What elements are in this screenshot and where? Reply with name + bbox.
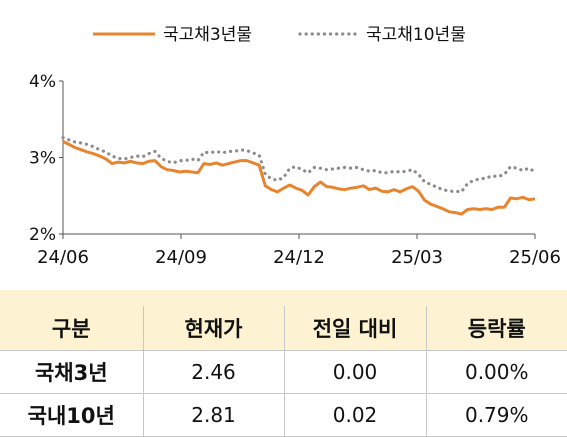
- x-tick-label: 24/09: [155, 247, 207, 268]
- row-label: 국내10년: [0, 393, 143, 437]
- x-tick-label: 24/06: [37, 247, 89, 268]
- row-price: 2.81: [142, 393, 284, 437]
- table-row: 국내10년 2.81 0.02 0.79%: [0, 393, 567, 437]
- row-price: 2.46: [142, 350, 284, 394]
- x-tick-label: 25/06: [509, 247, 561, 268]
- y-tick-label: 2%: [29, 225, 56, 245]
- row-change: 0.02: [283, 393, 426, 437]
- row-change: 0.00: [283, 350, 426, 394]
- bond-yield-table: 구분 현재가 전일 대비 등락률 국채3년 2.46 0.00 0.00% 국내…: [0, 306, 567, 437]
- y-tick-label: 4%: [29, 72, 56, 92]
- table-header-row: 구분 현재가 전일 대비 등락률: [0, 306, 567, 351]
- x-tick-label: 24/12: [273, 247, 325, 268]
- y-tick-label: 3%: [29, 149, 56, 169]
- header-change: 전일 대비: [283, 306, 426, 351]
- chart-area: 2% 3% 4% 24/06 24/09 24/12 25/03 25/06 국고채3년물 국고채…: [29, 25, 561, 268]
- bond-yield-line-chart: 2% 3% 4% 24/06 24/09 24/12 25/03 25/06 국고채3년물 국고채…: [29, 25, 561, 268]
- series-line-2: [61, 136, 537, 194]
- series-line-1: [62, 140, 536, 216]
- accent-bar: [0, 290, 567, 306]
- header-rate: 등락률: [425, 306, 567, 351]
- table-row: 국채3년 2.46 0.00 0.00%: [0, 350, 567, 394]
- legend-label-1: 국고채3년물: [163, 25, 252, 45]
- legend-label-2: 국고채10년물: [366, 25, 466, 45]
- row-rate: 0.79%: [425, 393, 567, 437]
- row-label: 국채3년: [0, 350, 143, 394]
- header-category: 구분: [0, 306, 143, 351]
- x-tick-label: 25/03: [391, 247, 443, 268]
- header-current-price: 현재가: [142, 306, 284, 351]
- row-rate: 0.00%: [425, 350, 567, 394]
